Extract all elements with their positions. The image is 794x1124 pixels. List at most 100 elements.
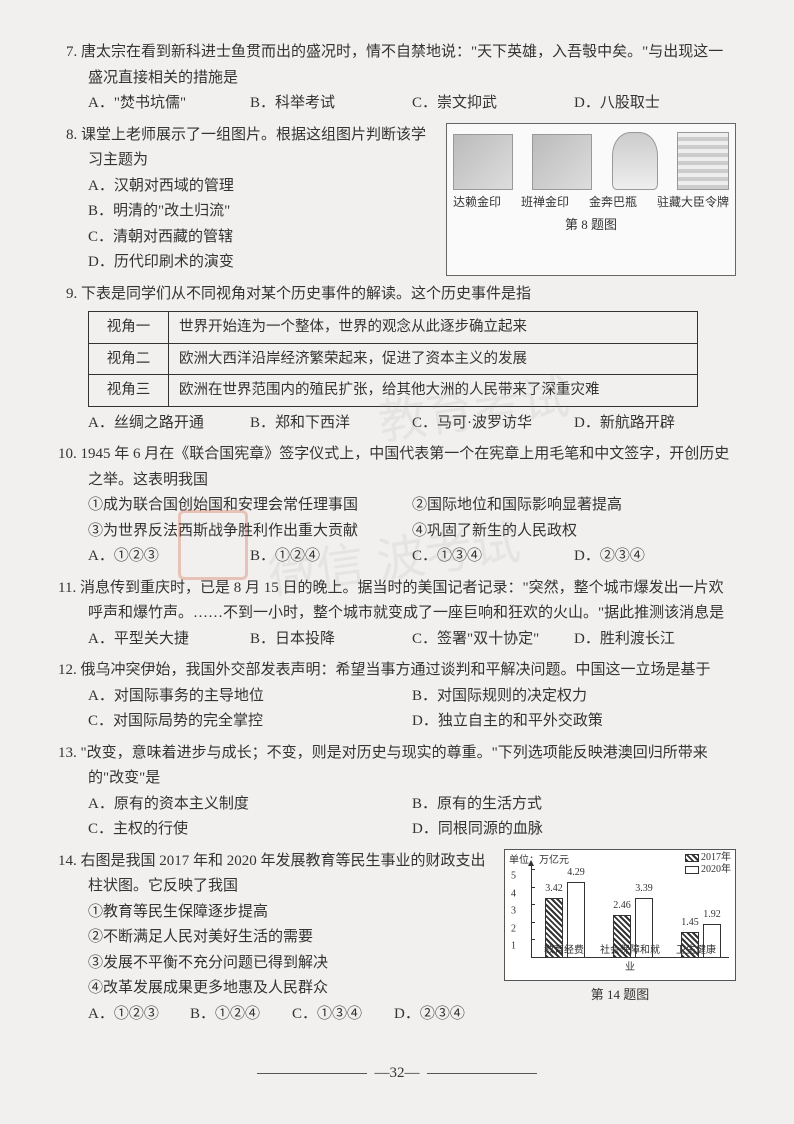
- legend-swatch-hatch-icon: [685, 854, 699, 862]
- q14-opt-a: A．①②③: [88, 1002, 190, 1028]
- q13-stem: "改变，意味着进步与成长；不变，则是对历史与现实的尊重。"下列选项能反映港澳回归…: [81, 745, 708, 787]
- q8-stem: 课堂上老师展示了一组图片。根据这组图片判断该学习主题为: [81, 127, 426, 169]
- q14-opt-c: C．①③④: [292, 1002, 394, 1028]
- q11-options: A．平型关大捷 B．日本投降 C．签署"双十协定" D．胜利渡长江: [58, 627, 736, 653]
- q8-fig-label: 班禅金印: [521, 192, 569, 212]
- q10-s4: ④巩固了新生的人民政权: [412, 519, 736, 545]
- q10-statements: ①成为联合国创始国和安理会常任理事国 ②国际地位和国际影响显著提高 ③为世界反法…: [58, 493, 736, 544]
- bar-value-label: 3.42: [540, 880, 568, 897]
- q8-fig-label: 达赖金印: [453, 192, 501, 212]
- q12-opt-c: C．对国际局势的完全掌控: [88, 709, 412, 735]
- q10-opt-b: B．①②④: [250, 544, 412, 570]
- q14-s4: ④改革发展成果更多地惠及人民群众: [58, 976, 496, 1002]
- question-14: 14. 右图是我国 2017 年和 2020 年发展教育等民生事业的财政支出柱状…: [58, 849, 736, 1028]
- q10-number: 10.: [58, 446, 77, 462]
- q14-fig-caption: 第 14 题图: [504, 984, 736, 1006]
- y-tick: 1: [511, 938, 516, 955]
- page-number: 32: [390, 1065, 405, 1081]
- q11-opt-c: C．签署"双十协定": [412, 627, 574, 653]
- table-row: 视角三 欧洲在世界范围内的殖民扩张，给其他大洲的人民带来了深重灾难: [89, 375, 698, 407]
- question-13: 13. "改变，意味着进步与成长；不变，则是对历史与现实的尊重。"下列选项能反映…: [58, 741, 736, 843]
- q8-figure: 达赖金印 班禅金印 金奔巴瓶 驻藏大臣令牌 第 8 题图: [446, 123, 736, 276]
- question-7: 7. 唐太宗在看到新科进士鱼贯而出的盛况时，情不自禁地说："天下英雄，入吾彀中矣…: [58, 40, 736, 117]
- bar-value-label: 3.39: [630, 880, 658, 897]
- y-tick: 5: [511, 867, 516, 884]
- q10-opt-d: D．②③④: [574, 544, 736, 570]
- page-footer: —32—: [58, 1061, 736, 1087]
- seal-icon: [453, 134, 513, 190]
- y-tick: 2: [511, 920, 516, 937]
- x-cat: 社会保障和就业: [597, 942, 663, 976]
- q10-stem: 1945 年 6 月在《联合国宪章》签字仪式上，中国代表第一个在宪章上用毛笔和中…: [81, 446, 730, 488]
- q10-options: A．①②③ B．①②④ C．①③④ D．②③④: [58, 544, 736, 570]
- q8-fig-caption: 第 8 题图: [453, 214, 729, 236]
- q9-cell: 视角一: [89, 312, 169, 344]
- q13-options: A．原有的资本主义制度 B．原有的生活方式 C．主权的行使 D．同根同源的血脉: [58, 792, 736, 843]
- q10-s1: ①成为联合国创始国和安理会常任理事国: [88, 493, 412, 519]
- question-12: 12. 俄乌冲突伊始，我国外交部发表声明：希望当事方通过谈判和平解决问题。中国这…: [58, 658, 736, 735]
- plaque-icon: [677, 132, 729, 190]
- q8-fig-label: 驻藏大臣令牌: [657, 192, 729, 212]
- q8-options: A．汉朝对西域的管理 B．明清的"改土归流" C．清朝对西藏的管辖 D．历代印刷…: [58, 174, 436, 276]
- bar-value-label: 4.29: [562, 864, 590, 881]
- q14-options: A．①②③ B．①②④ C．①③④ D．②③④: [58, 1002, 496, 1028]
- q12-options: A．对国际事务的主导地位 B．对国际规则的决定权力 C．对国际局势的完全掌控 D…: [58, 684, 736, 735]
- q9-cell: 视角三: [89, 375, 169, 407]
- q8-fig-label: 金奔巴瓶: [589, 192, 637, 212]
- q13-opt-b: B．原有的生活方式: [412, 792, 736, 818]
- q8-opt-b: B．明清的"改土归流": [58, 199, 436, 225]
- q13-opt-c: C．主权的行使: [88, 817, 412, 843]
- q9-opt-c: C．马可·波罗访华: [412, 411, 574, 437]
- q13-opt-d: D．同根同源的血脉: [412, 817, 736, 843]
- q7-opt-a: A．"焚书坑儒": [88, 91, 250, 117]
- legend-label: 2017年: [701, 852, 731, 863]
- exam-page: 教育考试 微信 波考试 7. 唐太宗在看到新科进士鱼贯而出的盛况时，情不自禁地说…: [58, 40, 736, 1094]
- x-cat: 教育经费: [531, 942, 597, 976]
- footer-line-icon: [257, 1073, 367, 1074]
- x-cat: 卫生健康: [663, 942, 729, 976]
- question-11: 11. 消息传到重庆时，已是 8 月 15 日的晚上。据当时的美国记者记录："突…: [58, 576, 736, 653]
- q11-opt-a: A．平型关大捷: [88, 627, 250, 653]
- q12-number: 12.: [58, 662, 77, 678]
- table-row: 视角二 欧洲大西洋沿岸经济繁荣起来，促进了资本主义的发展: [89, 343, 698, 375]
- q9-cell: 世界开始连为一个整体，世界的观念从此逐步确立起来: [169, 312, 698, 344]
- footer-line-icon: [427, 1073, 537, 1074]
- table-row: 视角一 世界开始连为一个整体，世界的观念从此逐步确立起来: [89, 312, 698, 344]
- q9-cell: 欧洲在世界范围内的殖民扩张，给其他大洲的人民带来了深重灾难: [169, 375, 698, 407]
- q9-opt-a: A．丝绸之路开通: [88, 411, 250, 437]
- q9-cell: 视角二: [89, 343, 169, 375]
- q8-number: 8.: [66, 127, 77, 143]
- q9-options: A．丝绸之路开通 B．郑和下西洋 C．马可·波罗访华 D．新航路开辟: [58, 411, 736, 437]
- seal-icon: [532, 134, 592, 190]
- q13-opt-a: A．原有的资本主义制度: [88, 792, 412, 818]
- q10-opt-a: A．①②③: [88, 544, 250, 570]
- q14-opt-b: B．①②④: [190, 1002, 292, 1028]
- q11-opt-b: B．日本投降: [250, 627, 412, 653]
- q9-stem: 下表是同学们从不同视角对某个历史事件的解读。这个历史事件是指: [81, 286, 531, 302]
- y-tick: 3: [511, 903, 516, 920]
- q14-s2: ②不断满足人民对美好生活的需要: [58, 925, 496, 951]
- q9-opt-d: D．新航路开辟: [574, 411, 736, 437]
- q8-opt-c: C．清朝对西藏的管辖: [58, 225, 436, 251]
- q10-s2: ②国际地位和国际影响显著提高: [412, 493, 736, 519]
- q14-stem: 右图是我国 2017 年和 2020 年发展教育等民生事业的财政支出柱状图。它反…: [81, 853, 486, 895]
- q12-opt-d: D．独立自主的和平外交政策: [412, 709, 736, 735]
- q7-opt-c: C．崇文抑武: [412, 91, 574, 117]
- arrow-up-icon: [528, 860, 534, 866]
- q12-opt-b: B．对国际规则的决定权力: [412, 684, 736, 710]
- question-8: 8. 课堂上老师展示了一组图片。根据这组图片判断该学习主题为 A．汉朝对西域的管…: [58, 123, 736, 276]
- q14-number: 14.: [58, 853, 77, 869]
- q10-opt-c: C．①③④: [412, 544, 574, 570]
- q10-s3: ③为世界反法西斯战争胜利作出重大贡献: [88, 519, 412, 545]
- q11-stem: 消息传到重庆时，已是 8 月 15 日的晚上。据当时的美国记者记录："突然，整个…: [80, 580, 724, 622]
- x-categories: 教育经费 社会保障和就业 卫生健康: [531, 942, 729, 976]
- q14-s3: ③发展不平衡不充分问题已得到解决: [58, 951, 496, 977]
- q8-opt-a: A．汉朝对西域的管理: [58, 174, 436, 200]
- question-9: 9. 下表是同学们从不同视角对某个历史事件的解读。这个历史事件是指 视角一 世界…: [58, 282, 736, 437]
- q7-opt-b: B．科举考试: [250, 91, 412, 117]
- q13-number: 13.: [58, 745, 77, 761]
- q8-opt-d: D．历代印刷术的演变: [58, 250, 436, 276]
- q11-opt-d: D．胜利渡长江: [574, 627, 736, 653]
- q14-s1: ①教育等民生保障逐步提高: [58, 900, 496, 926]
- q9-table: 视角一 世界开始连为一个整体，世界的观念从此逐步确立起来 视角二 欧洲大西洋沿岸…: [88, 311, 698, 407]
